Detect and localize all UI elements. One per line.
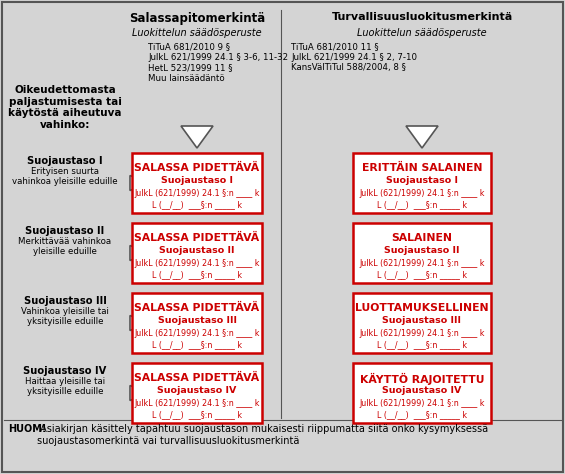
Text: Suojaustaso III: Suojaustaso III (383, 316, 462, 325)
Polygon shape (130, 246, 148, 261)
Polygon shape (130, 316, 148, 330)
Text: Suojaustaso IV: Suojaustaso IV (383, 386, 462, 395)
Text: KÄYTTÖ RAJOITETTU: KÄYTTÖ RAJOITETTU (360, 373, 484, 385)
Text: TiTuA 681/2010 11 §: TiTuA 681/2010 11 § (291, 42, 379, 51)
Text: L (__/__)  ___§:n _____ k: L (__/__) ___§:n _____ k (377, 410, 467, 419)
Text: JulkL (621/1999) 24.1 §:n ____ k: JulkL (621/1999) 24.1 §:n ____ k (134, 329, 260, 338)
Text: Suojaustaso III: Suojaustaso III (158, 316, 237, 325)
Text: L (__/__)  ___§:n _____ k: L (__/__) ___§:n _____ k (152, 410, 242, 419)
Text: JulkL (621/1999) 24.1 §:n ____ k: JulkL (621/1999) 24.1 §:n ____ k (359, 189, 485, 198)
Bar (132, 153, 262, 213)
Polygon shape (130, 385, 148, 401)
Text: HUOM!: HUOM! (8, 424, 46, 434)
Bar (132, 223, 262, 283)
Text: Luokittelun säädösperuste: Luokittelun säädösperuste (132, 28, 262, 38)
Text: Suojaustaso IV: Suojaustaso IV (23, 366, 107, 376)
Text: Muu lainsäädäntö: Muu lainsäädäntö (148, 73, 225, 82)
Text: Luokittelun säädösperuste: Luokittelun säädösperuste (357, 28, 487, 38)
Polygon shape (181, 126, 213, 148)
Text: JulkL (621/1999) 24.1 §:n ____ k: JulkL (621/1999) 24.1 §:n ____ k (359, 259, 485, 268)
Text: SALASSA PIDETTÄVÄ: SALASSA PIDETTÄVÄ (134, 233, 260, 243)
Text: L (__/__)  ___§:n _____ k: L (__/__) ___§:n _____ k (377, 340, 467, 349)
Text: SALASSA PIDETTÄVÄ: SALASSA PIDETTÄVÄ (134, 303, 260, 313)
Text: Suojaustaso I: Suojaustaso I (386, 176, 458, 185)
Polygon shape (130, 175, 148, 191)
Bar (353, 363, 491, 423)
Text: TiTuA 681/2010 9 §: TiTuA 681/2010 9 § (148, 42, 230, 51)
Bar (132, 363, 262, 423)
Text: Suojaustaso II: Suojaustaso II (159, 246, 234, 255)
Text: JulkL 621/1999 24.1 § 3-6, 11-32: JulkL 621/1999 24.1 § 3-6, 11-32 (148, 53, 288, 62)
Text: Salassapitomerkintä: Salassapitomerkintä (129, 12, 265, 25)
Text: Turvallisuusluokitusmerkintä: Turvallisuusluokitusmerkintä (332, 12, 512, 22)
Bar (353, 153, 491, 213)
Text: Suojaustaso III: Suojaustaso III (24, 296, 106, 306)
Text: L (__/__)  ___§:n _____ k: L (__/__) ___§:n _____ k (152, 270, 242, 279)
Polygon shape (406, 126, 438, 148)
Text: Vahinkoa yleisille tai
yksityisille eduille: Vahinkoa yleisille tai yksityisille edui… (21, 307, 109, 327)
Text: JulkL (621/1999) 24.1 §:n ____ k: JulkL (621/1999) 24.1 §:n ____ k (359, 329, 485, 338)
Bar (353, 293, 491, 353)
Text: L (__/__)  ___§:n _____ k: L (__/__) ___§:n _____ k (152, 200, 242, 209)
Text: L (__/__)  ___§:n _____ k: L (__/__) ___§:n _____ k (152, 340, 242, 349)
Text: Suojaustaso I: Suojaustaso I (27, 156, 103, 166)
Text: L (__/__)  ___§:n _____ k: L (__/__) ___§:n _____ k (377, 270, 467, 279)
Text: JulkL 621/1999 24.1 § 2, 7-10: JulkL 621/1999 24.1 § 2, 7-10 (291, 53, 417, 62)
Text: HetL 523/1999 11 §: HetL 523/1999 11 § (148, 63, 233, 72)
Text: JulkL (621/1999) 24.1 §:n ____ k: JulkL (621/1999) 24.1 §:n ____ k (359, 399, 485, 408)
Text: SALAINEN: SALAINEN (392, 233, 453, 243)
Text: LUOTTAMUKSELLINEN: LUOTTAMUKSELLINEN (355, 303, 489, 313)
Text: Suojaustaso I: Suojaustaso I (161, 176, 233, 185)
Bar (132, 293, 262, 353)
Bar (353, 223, 491, 283)
Text: Suojaustaso IV: Suojaustaso IV (157, 386, 237, 395)
Text: Erityisen suurta
vahinkoa yleisille eduille: Erityisen suurta vahinkoa yleisille edui… (12, 167, 118, 186)
Text: JulkL (621/1999) 24.1 §:n ____ k: JulkL (621/1999) 24.1 §:n ____ k (134, 189, 260, 198)
Text: Haittaa yleisille tai
yksityisille eduille: Haittaa yleisille tai yksityisille eduil… (25, 377, 105, 396)
Text: SALASSA PIDETTÄVÄ: SALASSA PIDETTÄVÄ (134, 373, 260, 383)
Text: Suojaustaso II: Suojaustaso II (25, 226, 105, 236)
Text: Asiakirjan käsittely tapahtuu suojaustason mukaisesti riippumatta siitä onko kys: Asiakirjan käsittely tapahtuu suojaustas… (37, 424, 488, 446)
Text: Suojaustaso II: Suojaustaso II (384, 246, 460, 255)
Text: KansVälTiTul 588/2004, 8 §: KansVälTiTul 588/2004, 8 § (291, 63, 406, 72)
Text: JulkL (621/1999) 24.1 §:n ____ k: JulkL (621/1999) 24.1 §:n ____ k (134, 259, 260, 268)
Text: ERITTÄIN SALAINEN: ERITTÄIN SALAINEN (362, 163, 483, 173)
Text: Merkittävää vahinkoa
yleisille eduille: Merkittävää vahinkoa yleisille eduille (19, 237, 111, 256)
Text: Oikeudettomasta
paljastumisesta tai
käytöstä aiheutuva
vahinko:: Oikeudettomasta paljastumisesta tai käyt… (8, 85, 121, 130)
Text: JulkL (621/1999) 24.1 §:n ____ k: JulkL (621/1999) 24.1 §:n ____ k (134, 399, 260, 408)
Text: L (__/__)  ___§:n _____ k: L (__/__) ___§:n _____ k (377, 200, 467, 209)
Text: SALASSA PIDETTÄVÄ: SALASSA PIDETTÄVÄ (134, 163, 260, 173)
